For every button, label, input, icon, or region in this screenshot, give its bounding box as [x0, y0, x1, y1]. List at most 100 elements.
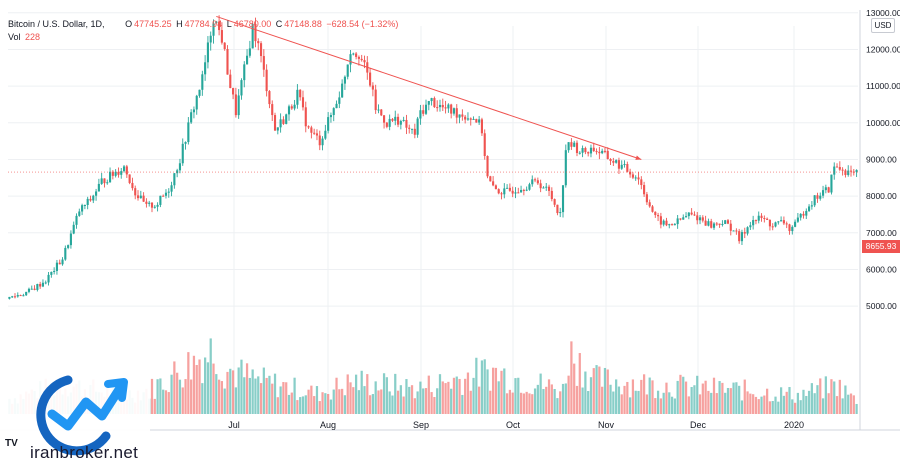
volume-bar: [391, 395, 394, 414]
volume-bar: [774, 396, 777, 414]
candle-body: [455, 108, 458, 118]
volume-bar: [589, 377, 593, 414]
candle-body: [237, 95, 240, 116]
candle-body: [545, 186, 548, 188]
volume-bar: [494, 367, 498, 414]
volume-bar: [567, 375, 570, 414]
candle-body: [55, 262, 58, 271]
volume-bar: [679, 374, 682, 414]
candle-body: [95, 191, 98, 196]
volume-bar: [259, 383, 263, 414]
candle-body: [310, 127, 313, 133]
candle-body: [539, 183, 542, 189]
volume-bar: [821, 398, 825, 414]
candle-body: [724, 220, 727, 224]
volume-bar: [749, 393, 752, 414]
volume-bar: [634, 390, 637, 414]
candle-body: [802, 213, 805, 216]
volume-bar: [178, 379, 182, 414]
candle-body: [712, 223, 716, 228]
candle-body: [343, 76, 346, 84]
candle-body: [75, 215, 78, 225]
volume-bar: [528, 393, 531, 414]
volume-bar: [310, 385, 313, 414]
candle-body: [13, 296, 17, 298]
candle-body: [78, 211, 81, 216]
volume-bar: [489, 390, 492, 414]
candle-body: [89, 198, 92, 201]
candle-body: [36, 283, 39, 290]
candle-body: [615, 160, 618, 163]
candle-body: [396, 116, 400, 125]
volume-bar: [254, 378, 257, 414]
volume-bar: [852, 395, 855, 414]
candle-body: [156, 204, 159, 207]
candle-body: [645, 194, 648, 203]
candle-body: [589, 147, 593, 154]
volume-bar: [696, 375, 699, 414]
candle-body: [768, 219, 771, 227]
volume-bar: [315, 386, 319, 414]
volume-bar: [508, 389, 512, 414]
candle-body: [206, 42, 209, 63]
volume-bar: [237, 367, 240, 414]
tradingview-logo-icon[interactable]: TV: [5, 438, 18, 449]
candle-body: [788, 224, 791, 232]
volume-bar: [173, 361, 176, 414]
candle-body: [707, 221, 710, 226]
candle-body: [262, 56, 265, 70]
volume-bar: [615, 379, 618, 414]
volume-bar: [271, 383, 274, 414]
candle-body: [469, 118, 472, 120]
candle-body: [282, 119, 285, 124]
volume-bar: [752, 394, 755, 414]
volume-bar: [360, 370, 363, 414]
volume-bar: [374, 381, 377, 414]
candle-body: [204, 62, 207, 75]
candle-body: [329, 115, 333, 118]
candle-body: [805, 210, 808, 216]
volume-bar: [265, 377, 268, 414]
volume-bar: [164, 390, 168, 414]
volume-bar: [503, 368, 506, 414]
volume-bar: [511, 392, 514, 414]
candle-body: [698, 217, 702, 221]
volume-bar: [287, 394, 291, 414]
y-tick-label: 10000.00: [866, 118, 900, 128]
volume-bar: [245, 363, 249, 414]
volume-bar: [651, 380, 654, 414]
volume-bar: [844, 385, 847, 414]
symbol-label[interactable]: Bitcoin / U.S. Dollar, 1D,: [8, 19, 105, 29]
candle-body: [273, 115, 277, 131]
volume-bar: [525, 391, 528, 414]
last-price-tag: 8655.93: [862, 240, 900, 253]
volume-bar: [816, 385, 819, 414]
volume-bar: [343, 395, 347, 414]
candle-body: [777, 221, 780, 223]
volume-bar: [712, 377, 716, 414]
candle-body: [441, 104, 444, 108]
candle-body: [176, 170, 179, 174]
volume-bar: [410, 385, 414, 414]
candle-body: [746, 227, 749, 234]
volume-bar: [478, 386, 481, 414]
currency-badge[interactable]: USD: [871, 18, 895, 33]
candle-body: [721, 223, 724, 225]
candle-body: [405, 119, 408, 128]
candle-body: [517, 192, 520, 194]
candle-body: [150, 202, 154, 208]
candle-body: [738, 231, 741, 242]
volume-bar: [561, 383, 565, 414]
y-tick-label: 7000.00: [866, 228, 897, 238]
candle-body: [561, 185, 565, 213]
volume-bar: [545, 386, 548, 414]
candle-body: [819, 195, 822, 199]
volume-bar: [497, 381, 500, 414]
candle-body: [8, 296, 11, 299]
candle-body: [450, 104, 453, 114]
volume-bar: [408, 386, 411, 414]
volume-bar: [670, 396, 674, 414]
volume-bar: [176, 372, 179, 414]
volume-bar: [690, 387, 693, 414]
volume-bar: [645, 394, 649, 414]
